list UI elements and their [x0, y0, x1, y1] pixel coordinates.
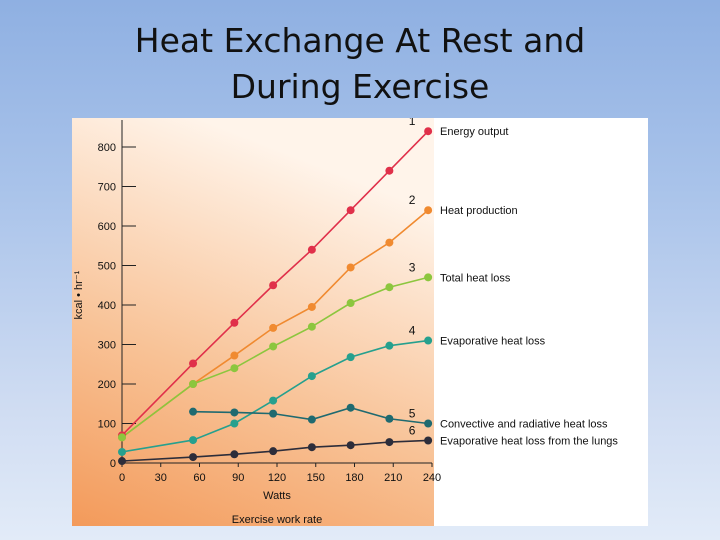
- data-point-series-3: [307, 322, 316, 331]
- data-point-series-5: [230, 408, 239, 417]
- y-tick-label: 300: [98, 340, 116, 352]
- data-point-series-1: [385, 166, 394, 175]
- data-point-series-5: [189, 407, 198, 416]
- series-name-label: Heat production: [440, 205, 518, 217]
- heat-exchange-chart: 0 100 200 300 400 500 600 700 800 0 30 60 90 120 150 18…: [72, 118, 618, 526]
- data-point-series-4: [230, 419, 239, 428]
- data-point-series-2: [424, 206, 433, 215]
- series-number-label: 3: [409, 260, 416, 274]
- data-point-series-3: [118, 433, 126, 442]
- data-point-series-2: [385, 238, 394, 247]
- data-point-series-4: [189, 436, 198, 445]
- x-tick-label: 150: [307, 472, 325, 484]
- series-name-label: Convective and radiative heat loss: [440, 419, 608, 431]
- data-point-series-3: [230, 364, 239, 373]
- data-point-series-1: [269, 281, 278, 290]
- series-number-label: 6: [409, 423, 416, 437]
- data-point-series-3: [346, 299, 355, 308]
- x-tick-label: 0: [119, 472, 125, 484]
- series-number-label: 1: [409, 118, 416, 128]
- slide-title-line-1: Heat Exchange At Rest and: [134, 21, 586, 60]
- data-point-series-5: [269, 409, 278, 418]
- data-point-series-3: [269, 342, 278, 351]
- series-line-2: [121, 209, 429, 438]
- slide-title: Heat Exchange At Rest and During Exercis…: [0, 18, 720, 110]
- data-point-series-4: [346, 353, 355, 362]
- slide-title-line-2: During Exercise: [230, 67, 490, 106]
- data-point-series-6: [385, 438, 394, 447]
- series-number-label: 4: [409, 324, 416, 338]
- data-point-series-6: [118, 457, 126, 466]
- y-tick-label: 700: [98, 182, 116, 194]
- data-point-series-6: [424, 436, 433, 445]
- data-point-series-1: [424, 127, 433, 136]
- data-point-series-2: [346, 263, 355, 272]
- x-tick-label: 240: [423, 472, 441, 484]
- y-tick-label: 800: [98, 142, 116, 154]
- data-point-series-6: [307, 443, 316, 452]
- x-axis-subtitle: Exercise work rate: [232, 514, 322, 526]
- series-name-label: Total heat loss: [440, 272, 511, 284]
- series-line-1: [121, 130, 429, 436]
- series-number-label: 2: [409, 193, 416, 207]
- y-tick-label: 400: [98, 300, 116, 312]
- x-tick-label: 30: [155, 472, 167, 484]
- x-axis-title: Watts: [263, 490, 291, 502]
- series-line-6: [121, 439, 429, 462]
- y-tick-label: 200: [98, 379, 116, 391]
- y-axis-title: kcal • hr⁻¹: [73, 270, 85, 319]
- data-point-series-2: [230, 351, 239, 360]
- plot-background: [72, 118, 434, 526]
- x-tick-label: 210: [384, 472, 402, 484]
- y-tick-label: 0: [110, 458, 116, 470]
- data-point-series-2: [269, 323, 278, 332]
- x-tick-label: 180: [345, 472, 363, 484]
- data-point-series-1: [230, 318, 239, 327]
- data-point-series-6: [346, 441, 355, 450]
- series-name-label: Energy output: [440, 126, 509, 138]
- series-line-4: [121, 339, 429, 453]
- data-point-series-3: [385, 283, 394, 292]
- data-point-series-5: [307, 415, 316, 424]
- data-point-series-1: [346, 206, 355, 215]
- data-point-series-1: [307, 245, 316, 254]
- x-tick-label: 90: [232, 472, 244, 484]
- data-point-series-5: [346, 403, 355, 412]
- y-tick-label: 600: [98, 221, 116, 233]
- data-point-series-4: [424, 336, 433, 345]
- data-point-series-5: [385, 414, 394, 423]
- data-point-series-3: [424, 273, 433, 282]
- x-tick-label: 60: [193, 472, 205, 484]
- series-name-label: Evaporative heat loss: [440, 336, 546, 348]
- data-point-series-5: [424, 419, 433, 428]
- data-point-series-4: [385, 341, 394, 350]
- data-point-series-2: [307, 302, 316, 311]
- data-point-series-6: [269, 447, 278, 456]
- data-point-series-6: [189, 453, 198, 462]
- y-tick-label: 100: [98, 419, 116, 431]
- series-number-label: 5: [409, 407, 416, 421]
- y-tick-label: 500: [98, 261, 116, 273]
- data-point-series-6: [230, 450, 239, 459]
- data-point-series-4: [118, 447, 126, 456]
- chart-panel: 0 100 200 300 400 500 600 700 800 0 30 60 90 120 150 18…: [72, 118, 648, 526]
- data-point-series-1: [189, 359, 198, 368]
- data-point-series-4: [307, 372, 316, 381]
- series-line-3: [121, 276, 429, 438]
- x-tick-label: 120: [268, 472, 286, 484]
- data-point-series-3: [189, 380, 198, 388]
- series-name-label: Evaporative heat loss from the lungs: [440, 435, 618, 447]
- data-point-series-4: [269, 396, 278, 405]
